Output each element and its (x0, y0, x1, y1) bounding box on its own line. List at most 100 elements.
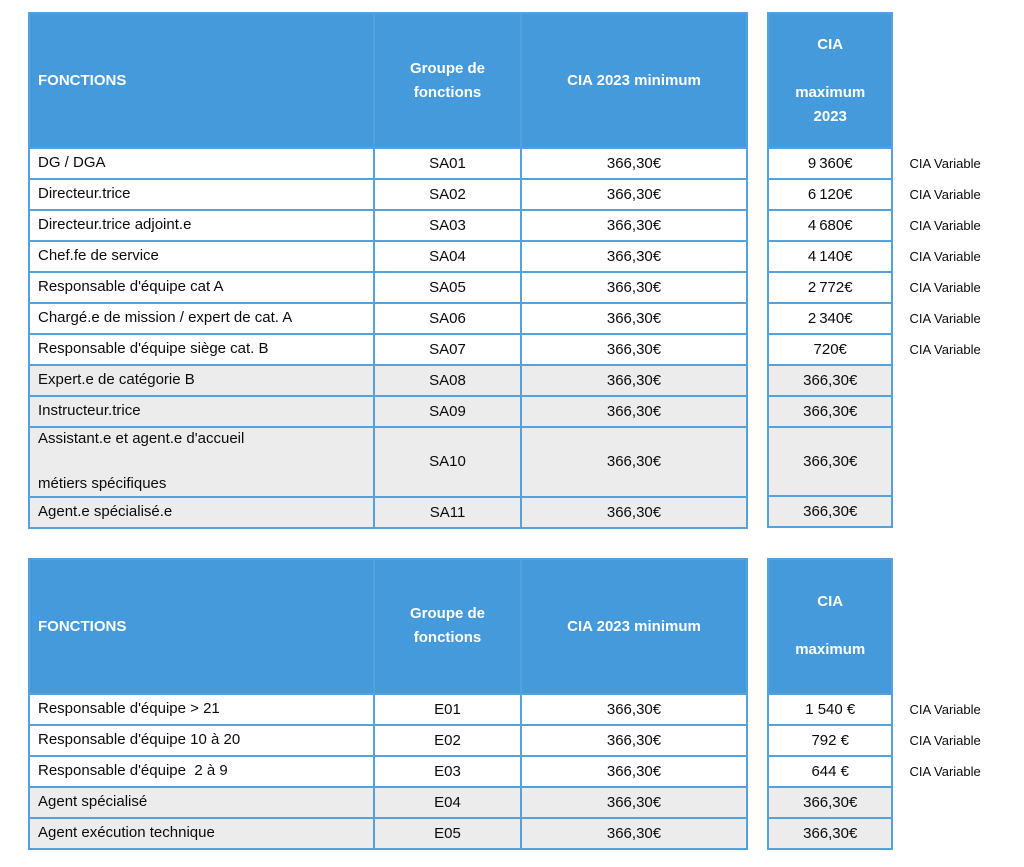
cia-variable-label: CIA Variable (909, 732, 981, 748)
fonction-cell: Assistant.e et agent.e d'accueil métiers… (28, 426, 375, 498)
cia-variable-label: CIA Variable (909, 701, 981, 717)
header-cia-min: CIA 2023 minimum (520, 557, 748, 695)
fonction-cell: Agent exécution technique (28, 816, 375, 850)
groupe-cell: SA07 (373, 333, 522, 366)
fonction-cell: Chef.fe de service (28, 240, 375, 273)
cia-max-column-1: CIA maximum 2023 9 360€ 6 120€ 4 680€ 4 140… (766, 12, 894, 528)
labels-header-spacer (900, 559, 1023, 694)
cia-max-row: 1 540 € (766, 692, 894, 726)
cia-max-cell: 4 140€ (766, 240, 894, 273)
fonctions-table-1: FONCTIONS Groupe de fonctions CIA 2023 m… (28, 12, 748, 529)
groupe-cell: SA05 (373, 271, 522, 304)
fonction-cell: Directeur.trice adjoint.e (28, 209, 375, 242)
cia-variable-label: CIA Variable (909, 342, 981, 357)
table-header-2: FONCTIONS Groupe de fonctions CIA 2023 m… (28, 557, 748, 695)
cia-max-row: 366,30€ (766, 816, 894, 850)
fonction-cell: Agent.e spécialisé.e (28, 495, 375, 529)
table-row: Agent.e spécialisé.e SA11 366,30€ (28, 495, 748, 529)
fonction-cell: Expert.e de catégorie B (28, 364, 375, 397)
cia-variable-row: CIA Variable (900, 179, 1023, 210)
table-header-1: FONCTIONS Groupe de fonctions CIA 2023 m… (28, 12, 748, 149)
cia-min-cell: 366,30€ (520, 426, 748, 498)
cia-variable-row: CIA Variable (900, 725, 1023, 756)
groupe-cell: E01 (373, 692, 522, 726)
labels-header-spacer (900, 13, 1023, 148)
header-cia-max: CIA maximum 2023 (766, 12, 894, 149)
cia-variable-row: CIA Variable (900, 148, 1023, 179)
header-fonctions: FONCTIONS (28, 557, 375, 695)
cia-min-cell: 366,30€ (520, 364, 748, 397)
fonction-cell: Agent spécialisé (28, 785, 375, 819)
cia-max-row: 366,30€ (766, 785, 894, 819)
cia-min-cell: 366,30€ (520, 495, 748, 529)
cia-variable-label: CIA Variable (909, 763, 981, 779)
cia-min-cell: 366,30€ (520, 178, 748, 211)
table-row: Responsable d'équipe 2 à 9 E03 366,30€ (28, 754, 748, 788)
cia-variable-row: CIA Variable (900, 272, 1023, 303)
table-row: Directeur.trice SA02 366,30€ (28, 178, 748, 211)
cia-min-cell: 366,30€ (520, 209, 748, 242)
cia-max-cell: 644 € (766, 754, 894, 788)
groupe-cell: E02 (373, 723, 522, 757)
cia-max-cell: 366,30€ (766, 395, 894, 428)
cia-variable-row (900, 787, 1023, 818)
cia-max-cell: 366,30€ (766, 816, 894, 850)
cia-max-row: 366,30€ (766, 364, 894, 397)
cia-min-cell: 366,30€ (520, 240, 748, 273)
cia-max-row: 720€ (766, 333, 894, 366)
fonction-cell: Responsable d'équipe > 21 (28, 692, 375, 726)
cia-variable-label (900, 396, 1023, 427)
cia-max-column-2: CIA maximum 1 540 €792 €644 €366,30€ 366,… (766, 557, 894, 850)
cia-min-cell: 366,30€ (520, 395, 748, 428)
cia-min-cell: 366,30€ (520, 333, 748, 366)
cia-max-row: 2 772€ (766, 271, 894, 304)
header-fonctions: FONCTIONS (28, 12, 375, 149)
cia-variable-label: CIA Variable (909, 280, 981, 295)
table-row: Agent exécution technique E05 366,30€ (28, 816, 748, 850)
cia-max-header-2: CIA maximum (766, 557, 894, 695)
cia-max-cell: 720€ (766, 333, 894, 366)
groupe-cell: SA10 (373, 426, 522, 498)
cia-max-row: 4 140€ (766, 240, 894, 273)
cia-max-cell: 2 340€ (766, 302, 894, 335)
cia-max-cell: 1 540 € (766, 692, 894, 726)
fonction-cell: Responsable d'équipe 10 à 20 (28, 723, 375, 757)
cia-variable-labels-1: CIA Variable CIA Variable CIA Variable CIA … (899, 12, 1024, 528)
cia-min-cell: 366,30€ (520, 816, 748, 850)
cia-max-row: 2 340€ (766, 302, 894, 335)
cia-max-cell: 6 120€ (766, 178, 894, 211)
cia-min-cell: 366,30€ (520, 147, 748, 180)
table-row: Instructeur.trice SA09 366,30€ (28, 395, 748, 428)
cia-variable-row (900, 427, 1023, 496)
table-row: DG / DGA SA01 366,30€ (28, 147, 748, 180)
table-row: Assistant.e et agent.e d'accueil métiers… (28, 426, 748, 498)
groupe-cell: SA08 (373, 364, 522, 397)
fonction-cell: Responsable d'équipe cat A (28, 271, 375, 304)
fonction-cell: Directeur.trice (28, 178, 375, 211)
groupe-cell: SA01 (373, 147, 522, 180)
table-row: Chef.fe de service SA04 366,30€ (28, 240, 748, 273)
cia-min-cell: 366,30€ (520, 692, 748, 726)
salary-table-group-siege: FONCTIONS Groupe de fonctions CIA 2023 m… (28, 12, 1024, 529)
table-row: Chargé.e de mission / expert de cat. A SA… (28, 302, 748, 335)
cia-variable-label (900, 365, 1023, 396)
cia-max-cell: 2 772€ (766, 271, 894, 304)
cia-variable-row: CIA Variable (900, 756, 1023, 787)
cia-variable-label (900, 818, 1023, 849)
cia-max-cell: 4 680€ (766, 209, 894, 242)
cia-variable-label: CIA Variable (909, 218, 981, 233)
cia-max-row: 366,30€ (766, 395, 894, 428)
cia-variable-label (900, 787, 1023, 818)
fonction-cell: Instructeur.trice (28, 395, 375, 428)
table-row: Agent spécialisé E04 366,30€ (28, 785, 748, 819)
groupe-cell: SA04 (373, 240, 522, 273)
fonction-cell: DG / DGA (28, 147, 375, 180)
table-row: Responsable d'équipe siège cat. B SA07 366… (28, 333, 748, 366)
header-groupe: Groupe de fonctions (373, 557, 522, 695)
groupe-cell: SA06 (373, 302, 522, 335)
cia-variable-row: CIA Variable (900, 210, 1023, 241)
cia-variable-label: CIA Variable (909, 156, 981, 171)
groupe-cell: E03 (373, 754, 522, 788)
cia-variable-row: CIA Variable (900, 334, 1023, 365)
cia-variable-row: CIA Variable (900, 241, 1023, 272)
